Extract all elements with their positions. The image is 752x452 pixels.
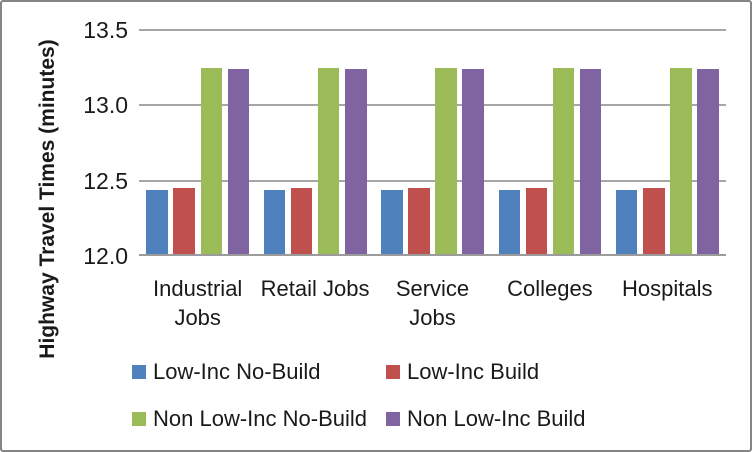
bar [670,67,692,255]
gridline [139,179,726,182]
x-category-label: Service Jobs [395,276,470,330]
gridline [139,29,726,31]
x-axis-line [139,254,726,256]
plot-area [139,29,726,256]
legend-item: Non Low-Inc No-Build [132,406,367,432]
y-tick-label: 13.5 [83,17,128,43]
bar [173,188,195,255]
bar [435,67,457,255]
y-tick-label: 12.5 [83,167,128,194]
legend-label: Non Low-Inc No-Build [153,406,367,431]
bar [146,189,168,255]
bar [462,69,484,255]
bar [615,189,638,255]
legend-item: Non Low-Inc Build [386,406,586,432]
legend-item: Low-Inc No-Build [132,359,321,385]
bar [345,69,367,255]
bar [290,188,313,255]
legend-item: Low-Inc Build [386,359,539,385]
x-category-label: Industrial Jobs [153,276,243,330]
legend-label: Low-Inc No-Build [153,359,321,384]
bar [317,67,340,255]
bar [408,188,430,255]
legend-swatch-icon [132,365,146,379]
y-tick-label: 12.0 [83,243,128,269]
legend-label: Low-Inc Build [407,359,540,384]
x-category-label: Hospitals [622,276,713,301]
legend-label: Non Low-Inc Build [407,406,586,431]
x-category-label: Retail Jobs [260,276,370,301]
bar [381,189,403,255]
y-tick-label: 13.0 [83,92,128,119]
y-axis-title: Highway Travel Times (minutes) [36,39,59,359]
bar [498,189,520,255]
legend-swatch-icon [386,412,400,426]
gridline [139,104,726,107]
bar [643,188,665,255]
x-category-label: Colleges [507,276,593,301]
bar [200,67,222,255]
bar [227,69,250,255]
bar [697,69,719,255]
legend-swatch-icon [132,412,146,426]
bar [579,69,602,255]
bar [525,188,548,255]
legend-swatch-icon [386,365,400,379]
bar [263,189,286,255]
bar [552,67,575,255]
